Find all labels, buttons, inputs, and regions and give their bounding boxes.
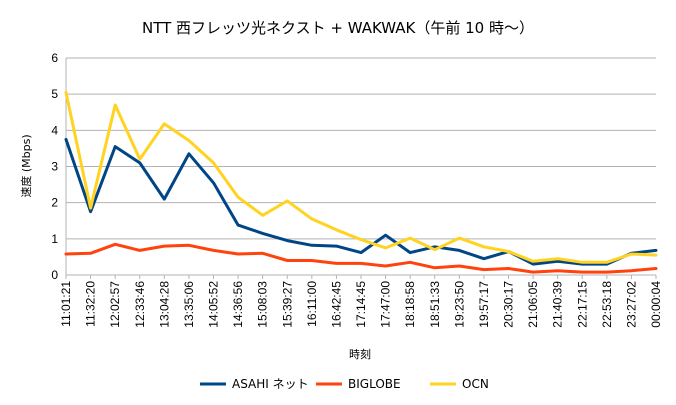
- x-axis-label: 時刻: [349, 347, 371, 361]
- series-line-0: [64, 137, 658, 266]
- series-line-1: [64, 242, 658, 274]
- x-tick-label: 14:36:56: [231, 281, 245, 328]
- x-tick-label: 13:35:06: [182, 281, 196, 328]
- series-line-2: [64, 90, 658, 264]
- y-tick-label: 3: [51, 160, 58, 174]
- x-tick-label: 22:53:18: [600, 281, 614, 328]
- x-tick-label: 20:30:17: [502, 281, 516, 328]
- x-tick-label: 17:47:00: [379, 281, 393, 328]
- y-tick-label: 4: [51, 123, 58, 137]
- series-layer: [64, 90, 658, 274]
- x-tick-label: 15:08:03: [256, 281, 270, 328]
- x-tick-label: 11:32:20: [84, 281, 98, 327]
- x-tick-label: 14:05:52: [207, 281, 221, 328]
- x-tick-label: 12:02:57: [108, 281, 122, 328]
- x-tick-label: 15:39:27: [280, 281, 294, 328]
- y-tick-label: 0: [51, 268, 58, 282]
- x-tick-label: 19:57:17: [477, 281, 491, 328]
- x-tick-label: 23:27:02: [624, 281, 638, 328]
- y-tick-label: 5: [51, 87, 58, 101]
- y-axis-label: 速度 (Mbps): [19, 134, 33, 197]
- x-tick-label: 19:23:50: [452, 281, 466, 328]
- legend-label-1: BIGLOBE: [348, 377, 401, 391]
- y-tick-label: 6: [51, 51, 58, 65]
- legend-label-0: ASAHI ネット: [232, 377, 309, 391]
- x-tick-label: 16:42:45: [329, 281, 343, 328]
- x-tick-label: 18:18:58: [403, 281, 417, 328]
- legend-label-2: OCN: [462, 377, 489, 391]
- y-tick-labels: 0 1 2 3 4 5 6: [51, 51, 58, 282]
- x-tick-label: 16:11:00: [305, 281, 319, 327]
- grid-layer: [65, 57, 657, 279]
- x-tick-labels: 11:01:21 11:32:20 12:02:57 12:33:46 13:04:28…: [59, 281, 663, 328]
- legend: ASAHI ネット BIGLOBE OCN: [200, 377, 489, 391]
- x-tick-label: 12:33:46: [133, 281, 147, 328]
- y-tick-label: 2: [51, 196, 58, 210]
- x-tick-label: 22:17:15: [575, 281, 589, 328]
- y-tick-label: 1: [51, 232, 58, 246]
- x-tick-label: 18:51:33: [428, 281, 442, 328]
- x-tick-label: 21:06:05: [526, 281, 540, 328]
- x-tick-label: 21:40:39: [551, 281, 565, 328]
- x-tick-label: 13:04:28: [157, 281, 171, 328]
- x-tick-label: 00:00:04: [649, 281, 663, 328]
- chart-title: NTT 西フレッツ光ネクスト + WAKWAK（午前 10 時〜）: [142, 19, 534, 37]
- x-tick-label: 17:14:45: [354, 281, 368, 328]
- x-tick-label: 11:01:21: [59, 281, 73, 327]
